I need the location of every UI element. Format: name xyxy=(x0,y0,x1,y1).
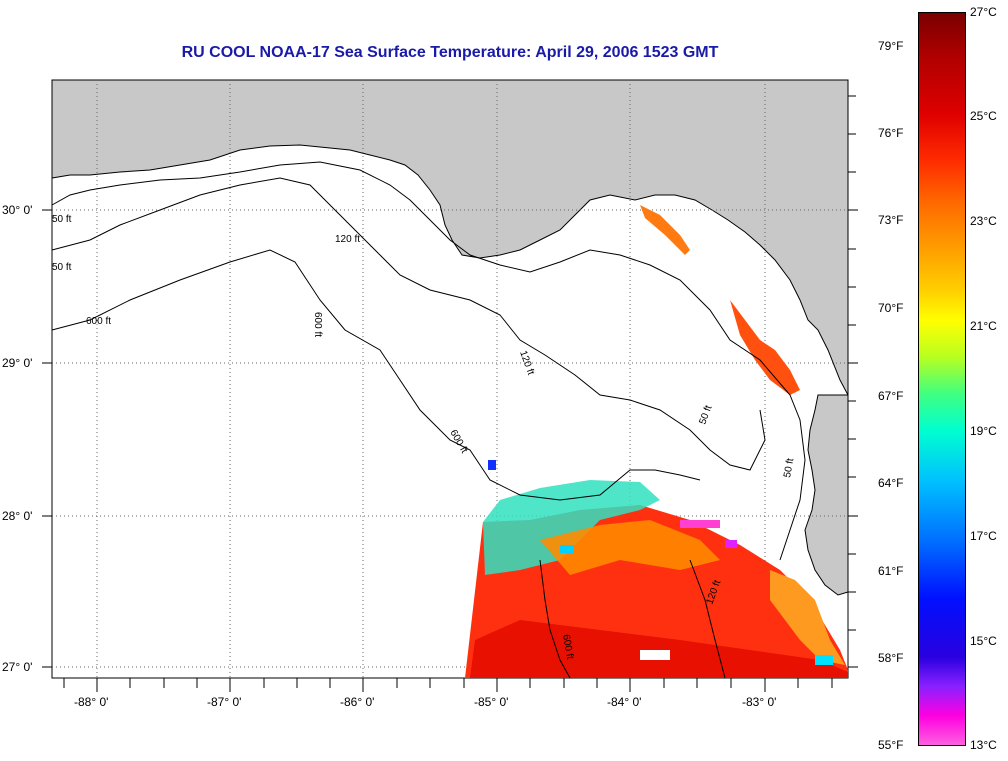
colorbar-f-label: 70°F xyxy=(878,301,904,315)
depth-label: 50 ft xyxy=(52,214,72,225)
sst-orange-band xyxy=(540,520,720,575)
sst-blue-patch-2 xyxy=(560,545,574,553)
colorbar-c-label: 19°C xyxy=(970,424,997,438)
lon-label: -88° 0' xyxy=(74,695,109,709)
colorbar-c-label: 27°C xyxy=(970,5,997,19)
lon-label: -83° 0' xyxy=(742,695,777,709)
sst-bigbend-strip xyxy=(730,300,800,395)
colorbar-f-label: 58°F xyxy=(878,651,904,665)
colorbar-c-label: 25°C xyxy=(970,109,997,123)
colorbar-f-label: 73°F xyxy=(878,213,904,227)
lat-label: 30° 0' xyxy=(2,203,33,217)
depth-label: 600 ft xyxy=(86,316,111,327)
graticule xyxy=(52,80,848,678)
land-northern-coast xyxy=(51,79,849,396)
colorbar-c-label: 23°C xyxy=(970,214,997,228)
colorbar-f-label: 76°F xyxy=(878,126,904,140)
colorbar-c-label: 17°C xyxy=(970,529,997,543)
bathymetry-contours xyxy=(51,161,806,679)
contour-50ft xyxy=(51,161,806,561)
sst-north-coast-strip xyxy=(640,205,690,255)
contour-600ft xyxy=(51,249,701,501)
sst-deep-warm xyxy=(470,620,848,678)
lat-label: 27° 0' xyxy=(2,660,33,674)
colorbar-f-label: 61°F xyxy=(878,564,904,578)
depth-label: 50 ft xyxy=(782,457,796,478)
sst-blue-patch-1 xyxy=(488,460,496,470)
depth-label: 50 ft xyxy=(52,262,72,273)
sst-east-coast-patch xyxy=(770,570,845,665)
colorbar-f-label: 79°F xyxy=(878,39,904,53)
map-title: RU COOL NOAA-17 Sea Surface Temperature:… xyxy=(181,44,719,61)
depth-label: 600 ft xyxy=(560,634,575,661)
colorbar-f-label: 67°F xyxy=(878,389,904,403)
contour-channel-2 xyxy=(689,559,726,679)
lat-label: 28° 0' xyxy=(2,509,33,523)
sst-magenta-patch-2 xyxy=(725,540,737,548)
depth-label: 120 ft xyxy=(335,234,360,245)
contour-channel xyxy=(539,559,571,679)
colorbar-c-label: 13°C xyxy=(970,738,997,752)
lat-label: 29° 0' xyxy=(2,356,33,370)
lon-label: -85° 0' xyxy=(474,695,509,709)
temperature-colorbar xyxy=(918,12,966,746)
lon-label: -87° 0' xyxy=(207,695,242,709)
colorbar-f-label: 64°F xyxy=(878,476,904,490)
sst-swath xyxy=(465,205,848,678)
axis-ticks xyxy=(42,95,858,692)
depth-label: 600 ft xyxy=(312,312,323,337)
lon-label: -84° 0' xyxy=(607,695,642,709)
lon-label: -86° 0' xyxy=(340,695,375,709)
contour-120ft xyxy=(51,177,766,471)
colorbar-f-label: 55°F xyxy=(878,738,904,752)
colorbar-c-label: 21°C xyxy=(970,319,997,333)
land-florida-peninsula xyxy=(804,394,849,596)
sst-magenta-patch-1 xyxy=(680,520,720,528)
sst-cool-edge xyxy=(483,480,660,575)
sst-cyan-patch xyxy=(815,655,833,665)
sst-white-cloud xyxy=(640,650,670,660)
colorbar-c-label: 15°C xyxy=(970,634,997,648)
